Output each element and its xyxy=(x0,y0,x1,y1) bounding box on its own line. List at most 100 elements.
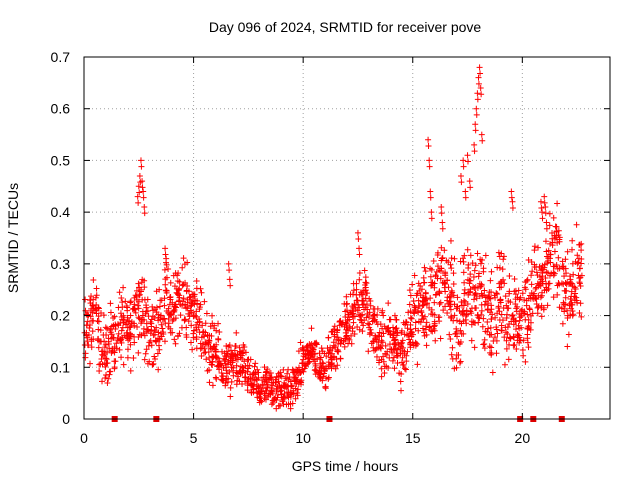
data-point xyxy=(422,289,429,296)
data-point xyxy=(141,356,148,363)
data-point xyxy=(252,360,259,367)
data-point xyxy=(153,324,160,331)
data-point xyxy=(223,342,230,349)
data-point xyxy=(245,375,252,382)
data-point xyxy=(360,322,367,329)
data-point xyxy=(520,352,527,359)
data-point xyxy=(363,290,370,297)
data-point xyxy=(443,257,450,264)
data-point xyxy=(477,70,484,77)
data-point xyxy=(498,311,505,318)
data-point xyxy=(135,280,142,287)
data-point xyxy=(236,378,243,385)
data-point xyxy=(295,386,302,393)
data-point xyxy=(136,189,143,196)
data-point xyxy=(539,209,546,216)
data-point xyxy=(578,247,585,254)
data-point xyxy=(206,366,213,373)
data-point xyxy=(431,322,438,329)
data-point xyxy=(382,342,389,349)
data-point xyxy=(131,339,138,346)
data-point xyxy=(191,327,197,334)
data-point xyxy=(141,203,148,210)
data-point xyxy=(551,248,558,255)
data-point xyxy=(499,317,506,324)
data-point xyxy=(222,382,229,389)
y-tick-label: 0.5 xyxy=(51,152,71,168)
data-point xyxy=(576,265,583,272)
data-point xyxy=(569,237,576,244)
data-point xyxy=(335,336,342,343)
data-point xyxy=(577,300,584,307)
data-point xyxy=(538,276,545,283)
data-point xyxy=(263,369,270,376)
data-point xyxy=(393,332,400,339)
data-point xyxy=(102,324,109,331)
data-point xyxy=(431,299,438,306)
data-point xyxy=(341,343,348,350)
data-point xyxy=(355,236,362,243)
data-point xyxy=(393,353,400,360)
data-point xyxy=(232,352,239,359)
data-point xyxy=(202,339,209,346)
data-point xyxy=(163,287,170,294)
data-point xyxy=(350,287,357,294)
data-point xyxy=(89,328,96,335)
data-point xyxy=(356,251,363,258)
data-point xyxy=(500,256,507,263)
data-point xyxy=(172,315,179,322)
data-point xyxy=(427,194,434,201)
data-point xyxy=(438,210,445,217)
data-point xyxy=(197,345,204,352)
data-point xyxy=(354,307,361,314)
data-point xyxy=(138,288,145,295)
data-point xyxy=(180,295,187,302)
data-point xyxy=(433,291,440,298)
data-point xyxy=(135,349,142,356)
data-point xyxy=(391,365,398,372)
data-point xyxy=(504,330,511,337)
data-point xyxy=(539,273,546,280)
data-point xyxy=(578,272,585,279)
data-point xyxy=(343,307,350,314)
data-point xyxy=(534,310,541,317)
data-point xyxy=(494,290,501,297)
data-point xyxy=(104,380,111,387)
data-point xyxy=(90,277,97,284)
data-point xyxy=(135,199,142,206)
data-point xyxy=(501,361,508,368)
data-point xyxy=(88,336,95,343)
data-point xyxy=(431,323,438,330)
data-point xyxy=(445,300,452,307)
data-point xyxy=(356,304,363,311)
data-point xyxy=(183,334,190,341)
data-point xyxy=(560,301,567,308)
data-point xyxy=(312,350,319,357)
data-point xyxy=(499,266,506,273)
data-point xyxy=(93,301,100,308)
data-point xyxy=(318,364,325,371)
data-point xyxy=(460,297,467,304)
data-point xyxy=(127,367,134,374)
data-point xyxy=(359,311,366,318)
y-tick-label: 0.1 xyxy=(51,359,71,375)
data-point xyxy=(218,369,225,376)
data-point xyxy=(407,292,414,299)
data-point xyxy=(94,317,101,324)
data-point xyxy=(487,331,494,338)
data-point xyxy=(173,304,180,311)
data-point xyxy=(151,353,158,360)
data-point xyxy=(541,261,548,268)
data-point xyxy=(380,312,387,319)
data-point xyxy=(538,267,545,274)
data-point xyxy=(431,327,438,334)
data-point xyxy=(460,318,467,325)
data-point xyxy=(138,318,145,325)
data-point xyxy=(383,363,390,370)
data-point xyxy=(498,284,505,291)
data-point xyxy=(175,270,182,277)
data-point xyxy=(153,304,160,311)
data-point xyxy=(107,368,114,375)
data-point xyxy=(533,296,540,303)
data-point xyxy=(292,395,299,402)
